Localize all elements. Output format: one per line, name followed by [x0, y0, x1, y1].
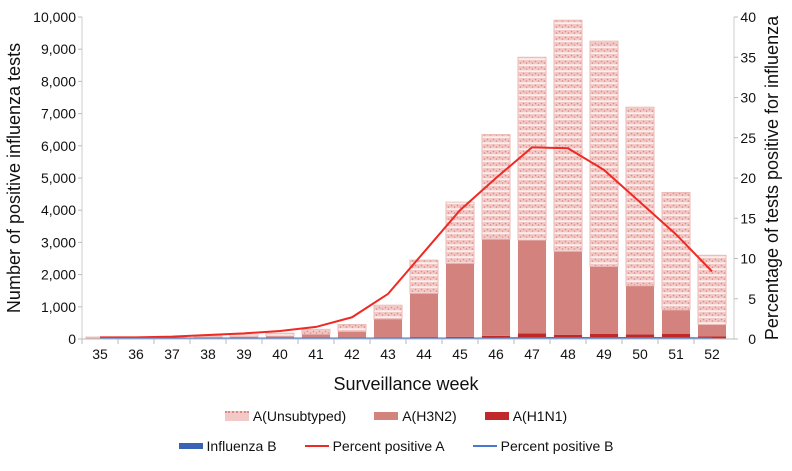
bar-a-h3n2--wk52 — [697, 324, 727, 337]
legend-label: A(Unsubtyped) — [252, 408, 347, 424]
y-tick-label: 1,000 — [41, 299, 76, 315]
bar-a-unsubtyped--wk44 — [409, 259, 439, 294]
bar-a-h3n2--wk46 — [481, 239, 511, 336]
y2-tick-label: 15 — [740, 210, 756, 226]
legend-swatch — [484, 412, 509, 420]
x-tick-label: 48 — [560, 346, 576, 362]
bar-a-unsubtyped--wk41 — [301, 328, 331, 335]
legend-swatch — [304, 445, 329, 447]
x-tick-label: 46 — [488, 346, 504, 362]
bar-a-unsubtyped--wk50 — [625, 106, 655, 287]
y2-tick-label: 25 — [740, 130, 756, 146]
x-tick-label: 37 — [164, 346, 180, 362]
bar-a-h1n1--wk52 — [697, 336, 727, 339]
legend-swatch — [178, 443, 203, 449]
bar-a-unsubtyped--wk45 — [445, 201, 475, 264]
bar-a-unsubtyped--wk52 — [697, 254, 727, 326]
bar-a-unsubtyped--wk42 — [337, 324, 367, 332]
x-tick-label: 50 — [632, 346, 648, 362]
bar-a-h3n2--wk49 — [589, 266, 619, 335]
y-tick-label: 5,000 — [41, 170, 76, 186]
bar-a-unsubtyped--wk49 — [589, 40, 619, 267]
y2-tick-label: 0 — [748, 331, 756, 347]
y-tick-label: 9,000 — [41, 41, 76, 57]
legend-label: A(H3N2) — [402, 408, 457, 424]
line-percent-positive-a — [100, 146, 713, 339]
legend-percent-a: Percent positive A — [304, 438, 445, 454]
y2-tick-label: 30 — [740, 90, 756, 106]
bar-a-h1n1--wk46 — [481, 335, 511, 339]
x-tick-label: 38 — [200, 346, 216, 362]
legend-swatch — [472, 445, 497, 447]
legend-influenza-b: Influenza B — [178, 438, 277, 454]
bar-a-h3n2--wk47 — [517, 239, 547, 334]
y2-tick-label: 20 — [740, 170, 756, 186]
x-axis-label: Surveillance week — [333, 374, 479, 394]
x-tick-label: 43 — [380, 346, 396, 362]
legend-row-2: Influenza B Percent positive A Percent p… — [0, 438, 792, 454]
y-tick-label: 0 — [68, 331, 76, 347]
bar-a-h1n1--wk48 — [553, 334, 583, 339]
x-tick-label: 52 — [704, 346, 720, 362]
x-tick-label: 40 — [272, 346, 288, 362]
y-tick-label: 10,000 — [33, 9, 76, 25]
x-tick-label: 51 — [668, 346, 684, 362]
bar-a-h1n1--wk49 — [589, 334, 619, 339]
legend-swatch — [374, 412, 399, 420]
bar-a-unsubtyped--wk51 — [661, 191, 691, 311]
legend-swatch — [224, 411, 249, 421]
bar-a-h1n1--wk51 — [661, 333, 691, 339]
legend-percent-b: Percent positive B — [472, 438, 614, 454]
x-tick-label: 49 — [596, 346, 612, 362]
bar-a-h3n2--wk50 — [625, 285, 655, 335]
x-tick-label: 45 — [452, 346, 468, 362]
y-tick-label: 7,000 — [41, 106, 76, 122]
legend-h1n1: A(H1N1) — [484, 408, 568, 424]
y-axis-label: Number of positive influenza tests — [4, 43, 24, 313]
x-tick-label: 44 — [416, 346, 432, 362]
x-tick-label: 47 — [524, 346, 540, 362]
y2-axis-label: Percentage of tests positive for influen… — [762, 15, 782, 340]
bar-a-unsubtyped--wk48 — [553, 19, 583, 252]
bar-a-h3n2--wk40 — [265, 335, 295, 339]
bar-a-h3n2--wk39 — [229, 336, 259, 339]
bar-a-unsubtyped--wk40 — [265, 332, 295, 337]
y2-tick-label: 10 — [740, 251, 756, 267]
legend-label: Percent positive B — [500, 438, 614, 454]
bar-a-h3n2--wk41 — [301, 334, 331, 339]
x-tick-label: 42 — [344, 346, 360, 362]
y-tick-label: 2,000 — [41, 267, 76, 283]
chart-plot: 35 36 37 38 39 40 41 42 43 44 45 46 47 48 49 50 51 5201,0… — [4, 9, 782, 394]
x-tick-label: 35 — [92, 346, 108, 362]
y-tick-label: 3,000 — [41, 234, 76, 250]
x-tick-label: 36 — [128, 346, 144, 362]
bar-a-h1n1--wk47 — [517, 333, 547, 339]
bar-a-unsubtyped--wk39 — [229, 334, 259, 338]
y2-tick-label: 35 — [740, 49, 756, 65]
y-tick-label: 8,000 — [41, 73, 76, 89]
legend-unsubtyped: A(Unsubtyped) — [224, 408, 347, 424]
y-tick-label: 4,000 — [41, 202, 76, 218]
bar-a-h3n2--wk44 — [409, 293, 439, 338]
bar-a-h3n2--wk51 — [661, 309, 691, 334]
legend-label: Influenza B — [206, 438, 277, 454]
y-tick-label: 6,000 — [41, 138, 76, 154]
bar-a-h3n2--wk42 — [337, 331, 367, 338]
y2-tick-label: 5 — [748, 291, 756, 307]
legend-label: Percent positive A — [332, 438, 445, 454]
y2-tick-label: 40 — [740, 9, 756, 25]
legend-row-1: A(Unsubtyped) A(H3N2) A(H1N1) — [0, 408, 792, 424]
legend-label: A(H1N1) — [512, 408, 568, 424]
legend-h3n2: A(H3N2) — [374, 408, 457, 424]
x-tick-label: 41 — [308, 346, 324, 362]
bar-a-h1n1--wk50 — [625, 334, 655, 339]
x-tick-label: 39 — [236, 346, 252, 362]
bar-a-h3n2--wk43 — [373, 318, 403, 338]
bar-a-h3n2--wk48 — [553, 251, 583, 335]
bar-a-h3n2--wk45 — [445, 263, 475, 337]
bar-a-unsubtyped--wk43 — [373, 304, 403, 320]
